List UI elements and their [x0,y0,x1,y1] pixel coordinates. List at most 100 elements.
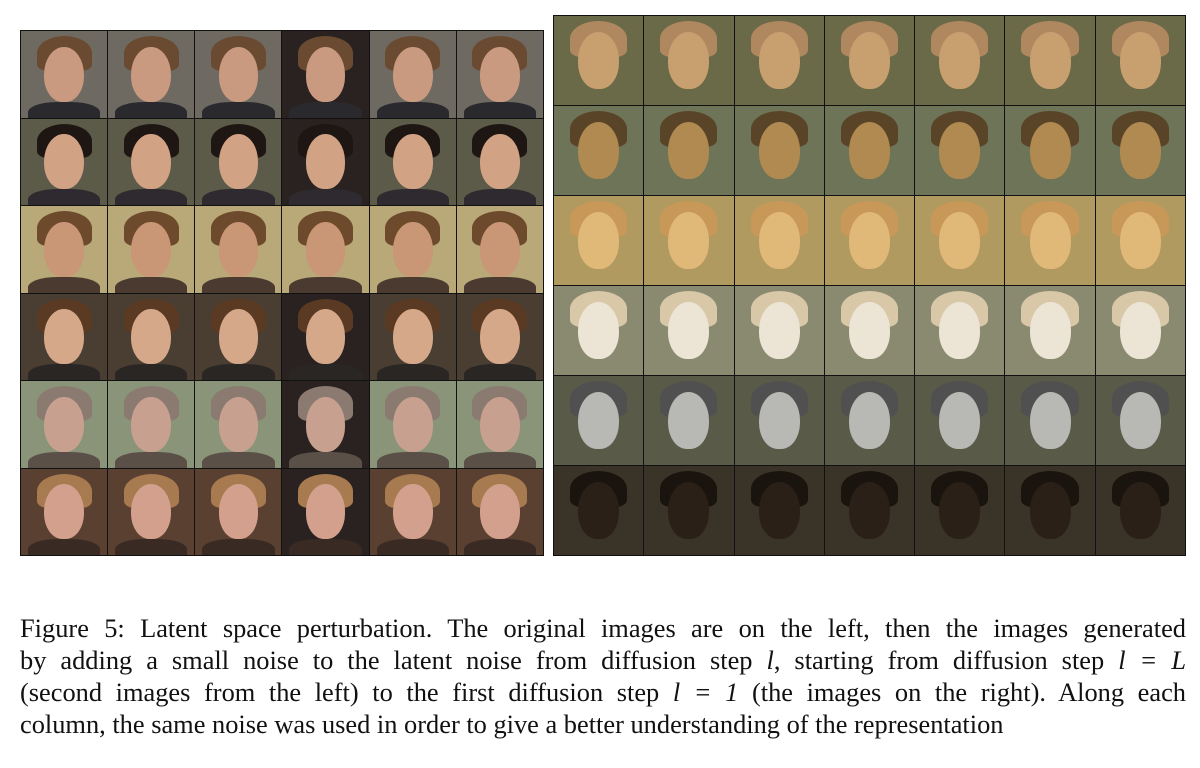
image-detail [202,189,275,205]
image-detail [1119,302,1161,359]
image-detail [115,276,188,293]
face-image [21,118,108,205]
face-image [195,293,282,380]
image-detail [115,189,188,205]
image-detail [1029,392,1071,449]
caption-text: Figure 5: Latent space perturbation. The… [20,613,1186,643]
image-detail [27,189,101,205]
image-detail [939,212,981,269]
image-detail [202,539,275,555]
image-detail [848,32,891,89]
animal-image [915,286,1005,375]
image-detail [305,221,346,277]
animal-image [734,286,824,375]
animal-image [734,466,824,555]
animal-image [1095,286,1185,375]
image-detail [392,396,433,452]
image-detail [305,309,346,365]
animal-image [734,376,824,465]
image-detail [1119,482,1161,539]
face-image [195,118,282,205]
animal-image [734,196,824,285]
face-image [282,293,369,380]
animal-image [644,16,734,105]
face-image [282,118,369,205]
caption-line: (second images from the left) to the fir… [20,676,1186,708]
image-detail [305,396,346,452]
image-detail [392,46,433,102]
image-detail [305,484,346,540]
animal-image [1005,376,1095,465]
image-detail [668,302,710,359]
image-detail [463,539,537,555]
image-detail [1029,122,1071,179]
face-image [456,206,543,293]
face-image [195,381,282,468]
face-image [456,118,543,205]
face-image [456,468,543,555]
image-detail [218,484,259,540]
image-detail [758,392,800,449]
image-detail [289,451,362,468]
image-detail [376,539,449,555]
animal-image [824,16,915,105]
animal-grid [553,15,1186,556]
animal-image [1005,196,1095,285]
image-detail [202,364,275,380]
image-detail [463,451,537,468]
animal-image [915,16,1005,105]
image-detail [202,451,275,468]
image-detail [939,32,981,89]
image-detail [289,539,362,555]
face-image [282,31,369,118]
animal-image [1005,16,1095,105]
face-image [369,31,456,118]
face-image [456,381,543,468]
image-detail [758,212,800,269]
image-detail [131,46,172,102]
image-detail [115,101,188,118]
image-detail [392,221,433,277]
image-detail [848,302,891,359]
image-detail [668,482,710,539]
image-detail [376,276,449,293]
image-detail [668,392,710,449]
image-detail [115,364,188,380]
image-detail [463,189,537,205]
image-detail [27,539,101,555]
animal-image [554,106,644,195]
image-detail [218,46,259,102]
animal-image [734,106,824,195]
image-detail [1119,122,1161,179]
image-detail [27,276,101,293]
face-image [21,293,108,380]
image-detail [27,451,101,468]
image-detail [1029,212,1071,269]
animal-image [915,196,1005,285]
image-detail [578,392,620,449]
face-image [282,468,369,555]
image-detail [289,364,362,380]
animal-image [824,376,915,465]
image-detail [939,302,981,359]
image-detail [758,122,800,179]
caption-text: column, the same noise was used in order… [20,709,1004,739]
caption-text: by adding a small noise to the latent no… [20,645,767,675]
image-detail [848,122,891,179]
image-detail [480,484,520,540]
face-image [21,206,108,293]
figure-caption: Figure 5: Latent space perturbation. The… [20,612,1186,740]
image-detail [376,101,449,118]
animal-image [554,376,644,465]
image-detail [578,212,620,269]
face-image [369,293,456,380]
animal-image [554,16,644,105]
animal-image [554,196,644,285]
face-image [369,118,456,205]
caption-line: Figure 5: Latent space perturbation. The… [20,612,1186,644]
image-detail [44,46,84,102]
animal-image [554,286,644,375]
image-detail [463,364,537,380]
image-detail [289,101,362,118]
